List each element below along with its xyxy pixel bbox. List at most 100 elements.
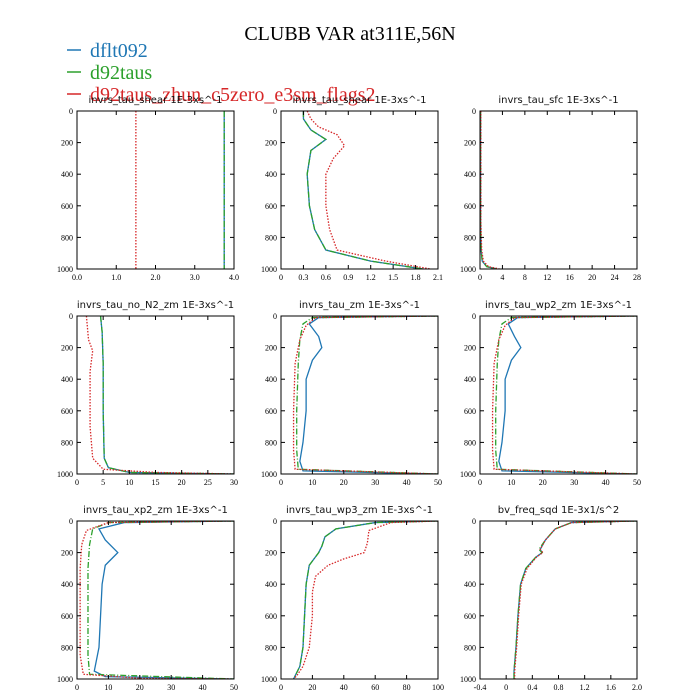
series-line-d92taus (495, 316, 637, 474)
series-group-7 (292, 521, 438, 679)
y-tick-label: 600 (265, 612, 277, 621)
y-tick-label: 0 (472, 312, 476, 321)
x-tick-label: 60 (371, 683, 379, 692)
y-tick-label: 600 (61, 202, 73, 211)
y-tick-label: 0 (472, 107, 476, 116)
y-tick-label: 1000 (261, 470, 277, 479)
chart-panel-2: invrs_tau_sfc 1E-3xs^-1 0 4 8 12 16 20 24 28 0 200… (460, 95, 641, 282)
x-tick-label: 3.0 (190, 273, 200, 282)
x-tick-label: 0 (279, 478, 283, 487)
legend-label-0: dflt092 (90, 40, 148, 62)
y-tick-label: 800 (265, 438, 277, 447)
panel-title-0: invrs_tau_shear 1E-3xs^-1 (89, 95, 223, 106)
panel-title-6: invrs_tau_xp2_zm 1E-3xs^-1 (83, 505, 228, 516)
y-tick-label: 400 (464, 580, 476, 589)
y-tick-label: 600 (464, 202, 476, 211)
panel-title-5: invrs_tau_wp2_zm 1E-3xs^-1 (485, 300, 632, 311)
series-line-d92taus-zhun-c5zero-e3sm-flags2 (480, 111, 500, 269)
chart-panel-0: invrs_tau_shear 1E-3xs^-1 0.0 1.0 2.0 3.0 4.0… (57, 95, 239, 282)
x-tick-label: 50 (230, 683, 238, 692)
series-line-dflt092 (99, 316, 234, 474)
series-group-6 (79, 521, 234, 679)
x-tick-label: 0.6 (321, 273, 331, 282)
series-group-0 (135, 111, 225, 269)
panel-title-7: invrs_tau_wp3_zm 1E-3xs^-1 (286, 505, 433, 516)
plot-frame-2 (479, 110, 638, 270)
y-tick-label: 400 (265, 170, 277, 179)
series-line-dflt092 (498, 316, 637, 474)
x-tick-label: 0 (504, 683, 508, 692)
x-tick-label: 16 (566, 273, 574, 282)
series-line-d92taus-zhun-c5zero-e3sm-flags2 (491, 316, 637, 474)
series-line-d92taus (292, 521, 438, 679)
x-tick-label: 20 (308, 683, 316, 692)
y-tick-label: 800 (265, 643, 277, 652)
chart-panel-3: invrs_tau_no_N2_zm 1E-3xs^-1 0 5 10 15 20 25 30… (57, 300, 238, 487)
legend-label-1: d92taus (90, 62, 152, 84)
y-tick-label: 200 (265, 344, 277, 353)
x-tick-label: 0 (279, 683, 283, 692)
panel-title-4: invrs_tau_zm 1E-3xs^-1 (299, 300, 420, 311)
y-tick-label: 1000 (57, 470, 73, 479)
series-group-2 (480, 111, 500, 269)
panel-title-8: bv_freq_sqd 1E-3x1/s^2 (498, 505, 620, 516)
chart-panel-4: invrs_tau_zm 1E-3xs^-1 0 10 20 30 40 50 0 200 400… (261, 300, 442, 487)
y-tick-label: 1000 (261, 265, 277, 274)
y-tick-label: 400 (61, 375, 73, 384)
chart-panel-6: invrs_tau_xp2_zm 1E-3xs^-1 0 10 20 30 40 50 0 20… (57, 505, 238, 692)
y-tick-label: 600 (61, 407, 73, 416)
x-tick-label: 15 (152, 478, 160, 487)
chart-panel-8: bv_freq_sqd 1E-3x1/s^2 -0.4 0 0.4 0.8 1.2 1.6 2… (460, 505, 642, 692)
x-tick-label: 50 (633, 478, 641, 487)
x-tick-label: 40 (340, 683, 348, 692)
y-tick-label: 400 (265, 375, 277, 384)
series-group-1 (302, 111, 431, 269)
x-tick-label: 0 (75, 478, 79, 487)
x-tick-label: 10 (104, 683, 112, 692)
panel-title-2: invrs_tau_sfc 1E-3xs^-1 (498, 95, 618, 106)
series-group-4 (292, 316, 438, 474)
x-tick-label: 10 (125, 478, 133, 487)
plot-frame-5 (479, 315, 638, 475)
x-tick-label: 24 (611, 273, 619, 282)
x-tick-label: 0.3 (298, 273, 308, 282)
x-tick-label: 30 (570, 478, 578, 487)
y-tick-label: 200 (464, 139, 476, 148)
x-tick-label: 10 (507, 478, 515, 487)
x-tick-label: 40 (602, 478, 610, 487)
series-line-dflt092 (292, 521, 438, 679)
y-tick-label: 800 (265, 233, 277, 242)
x-tick-label: 8 (523, 273, 527, 282)
x-tick-label: 0.4 (527, 683, 537, 692)
y-tick-label: 0 (69, 312, 73, 321)
chart-panel-5: invrs_tau_wp2_zm 1E-3xs^-1 0 10 20 30 40 50 0 20… (460, 300, 641, 487)
panel-title-1: invrs_tau_shear 1E-3xs^-1 (293, 95, 427, 106)
y-tick-label: 200 (464, 549, 476, 558)
series-group-8 (513, 521, 637, 679)
series-line-dflt092 (93, 521, 234, 679)
x-tick-label: 0 (279, 273, 283, 282)
y-tick-label: 800 (61, 233, 73, 242)
y-tick-label: 0 (69, 107, 73, 116)
x-tick-label: 20 (178, 478, 186, 487)
x-tick-label: 20 (340, 478, 348, 487)
y-tick-label: 400 (464, 375, 476, 384)
series-line-d92taus (99, 316, 234, 474)
y-tick-label: 200 (265, 139, 277, 148)
y-tick-label: 0 (273, 312, 277, 321)
y-tick-label: 200 (61, 549, 73, 558)
x-tick-label: 1.2 (580, 683, 590, 692)
x-tick-label: 0 (478, 478, 482, 487)
series-line-d92taus (302, 111, 424, 269)
legend: dflt092d92tausd92taus_zhun_c5zero_e3sm_f… (67, 40, 375, 106)
y-tick-label: 400 (265, 580, 277, 589)
series-line-dflt092 (302, 111, 424, 269)
x-tick-label: 30 (167, 683, 175, 692)
y-tick-label: 600 (464, 612, 476, 621)
plot-frame-1 (280, 110, 439, 270)
x-tick-label: 1.5 (388, 273, 398, 282)
x-tick-label: 1.8 (411, 273, 421, 282)
x-tick-label: 0 (75, 683, 79, 692)
x-tick-label: 2.0 (632, 683, 642, 692)
